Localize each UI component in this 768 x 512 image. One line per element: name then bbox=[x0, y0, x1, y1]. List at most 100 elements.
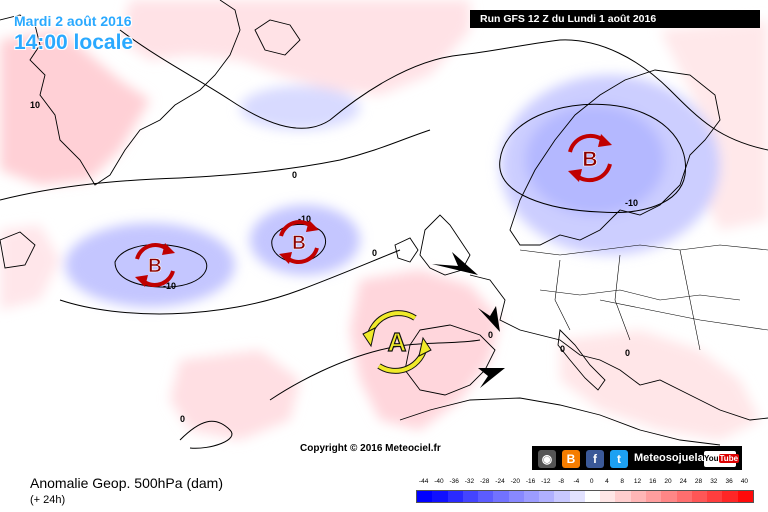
scale-tick-label: -4 bbox=[573, 478, 580, 485]
contour-label: 10 bbox=[30, 100, 40, 110]
contour-label: 0 bbox=[560, 344, 565, 354]
contour-label: 0 bbox=[488, 330, 493, 340]
contour-zero-south bbox=[269, 339, 481, 401]
coastlines bbox=[0, 0, 768, 446]
scale-tick-label: -40 bbox=[434, 478, 444, 485]
scale-color-cell bbox=[737, 491, 753, 502]
wind-arrow-icon bbox=[478, 306, 500, 332]
rotation-arrowhead-icon bbox=[418, 336, 432, 357]
scale-color-cell bbox=[584, 491, 601, 502]
britain-coast bbox=[419, 214, 471, 276]
pressure-system-label: B bbox=[148, 256, 162, 277]
rotation-arrowhead-icon bbox=[568, 169, 582, 182]
cyclonic-rotation-icon bbox=[568, 133, 605, 153]
scale-color-cell bbox=[539, 491, 555, 502]
contour-label-group: 10 0 0 -10 -10 -10 0 0 0 0 bbox=[30, 100, 638, 424]
rotation-arrowhead-icon bbox=[598, 134, 612, 147]
pressure-system-label: B bbox=[292, 233, 306, 254]
scale-color-cell bbox=[478, 491, 494, 502]
iceland-coast bbox=[254, 19, 301, 56]
scale-tick-label: -20 bbox=[510, 478, 520, 485]
blogger-icon[interactable]: B bbox=[562, 450, 580, 468]
social-bar: ◉ B f t Meteosojuela YouTube bbox=[532, 446, 742, 470]
scale-color-cell bbox=[630, 491, 646, 502]
rotation-arrowhead-icon bbox=[135, 275, 148, 287]
scale-tick-label: 12 bbox=[633, 478, 642, 485]
scale-color-cell bbox=[661, 491, 677, 502]
greenland-coast bbox=[0, 0, 241, 186]
twitter-icon[interactable]: t bbox=[610, 450, 628, 468]
contour-label: 0 bbox=[372, 248, 377, 258]
scale-color-cell bbox=[447, 491, 463, 502]
scale-color-cell bbox=[569, 491, 585, 502]
contour-minus10-scandinavia bbox=[499, 103, 687, 213]
contour-label: -10 bbox=[298, 214, 311, 224]
scale-color-cell bbox=[615, 491, 631, 502]
scale-tick-label: -36 bbox=[449, 478, 459, 485]
instagram-icon[interactable]: ◉ bbox=[538, 450, 556, 468]
scale-tick-label: 8 bbox=[620, 478, 624, 485]
scale-tick-label: 36 bbox=[725, 478, 733, 485]
facebook-icon[interactable]: f bbox=[586, 450, 604, 468]
forecast-date: Mardi 2 août 2016 bbox=[14, 13, 132, 29]
cyclonic-rotation-icon bbox=[135, 243, 169, 260]
contour-zero-north bbox=[119, 29, 768, 151]
scale-color-cell bbox=[554, 491, 570, 502]
africa-coast bbox=[399, 397, 721, 446]
low-pressure-system: B bbox=[135, 243, 175, 287]
scandinavia-coast bbox=[509, 69, 721, 246]
scale-color-cell bbox=[722, 491, 738, 502]
scale-color-cell bbox=[523, 491, 540, 502]
weather-map: 10 0 0 -10 -10 -10 0 0 0 0 B bbox=[0, 0, 768, 470]
scale-color-bar bbox=[416, 490, 754, 503]
negative-anomaly-atlantic-mid bbox=[250, 205, 360, 275]
scale-tick-label: -44 bbox=[418, 478, 429, 485]
high-pressure-system: A bbox=[362, 310, 432, 374]
youtube-you: You bbox=[704, 454, 719, 463]
scale-tick-label: -8 bbox=[558, 478, 564, 485]
rotation-arrowhead-icon bbox=[362, 327, 376, 348]
italy-coast bbox=[557, 329, 606, 391]
positive-anomaly-northwest bbox=[0, 30, 150, 185]
negative-anomaly-scandinavia-core bbox=[525, 105, 665, 215]
rotation-arrowhead-icon bbox=[279, 252, 292, 264]
contour-zero-atlantic bbox=[0, 129, 431, 201]
contour-label: -10 bbox=[163, 281, 176, 291]
cyclonic-rotation-icon bbox=[279, 220, 313, 237]
scale-tick-label: 32 bbox=[710, 478, 718, 485]
forecast-time: 14:00 locale bbox=[14, 31, 134, 54]
color-scale: -44 -40 -36 -32 -28 -24 -20 -16 -12 -8 -4 0 4 8 12 16 20… bbox=[416, 478, 766, 503]
positive-anomaly-east bbox=[660, 20, 768, 230]
contour-zero-southwest bbox=[179, 420, 233, 449]
contour-label: 0 bbox=[180, 414, 185, 424]
scale-tick-label: 0 bbox=[589, 478, 594, 485]
pressure-system-label: B bbox=[582, 148, 597, 171]
scale-tick-labels: -44 -40 -36 -32 -28 -24 -20 -16 -12 -8 -4 0 4 8 12 16 20… bbox=[416, 478, 766, 488]
wind-arrow-icon bbox=[478, 368, 505, 388]
scale-tick-label: 20 bbox=[664, 478, 672, 485]
legend-title: Anomalie Geop. 500hPa (dam) bbox=[30, 475, 223, 491]
scale-tick-label: 24 bbox=[679, 478, 687, 485]
positive-anomaly-southwest bbox=[170, 350, 300, 440]
scale-tick-label: 4 bbox=[605, 478, 609, 485]
scale-color-cell bbox=[645, 491, 662, 502]
rotation-arrowhead-icon bbox=[162, 243, 175, 255]
social-handle: Meteosojuela bbox=[634, 452, 704, 464]
scale-color-cell bbox=[676, 491, 692, 502]
cyclonic-rotation-icon bbox=[575, 163, 612, 183]
contour-label: 0 bbox=[292, 170, 297, 180]
negative-anomaly-north-atlantic bbox=[240, 86, 360, 130]
iberia-coast bbox=[404, 324, 496, 396]
scale-tick-label: 28 bbox=[694, 478, 703, 485]
positive-anomaly-west bbox=[0, 225, 60, 310]
scale-color-cell bbox=[691, 491, 708, 502]
east-borders bbox=[519, 244, 768, 351]
contour-zero-west bbox=[59, 249, 401, 315]
scale-tick-label: -16 bbox=[525, 478, 536, 485]
model-run-label: Run GFS 12 Z du Lundi 1 août 2016 bbox=[470, 10, 760, 28]
wind-arrows bbox=[432, 252, 505, 388]
wind-arrow-icon bbox=[432, 252, 478, 275]
youtube-icon[interactable]: YouTube bbox=[704, 451, 740, 467]
ireland-coast bbox=[394, 237, 419, 263]
contour-label: -10 bbox=[625, 198, 638, 208]
